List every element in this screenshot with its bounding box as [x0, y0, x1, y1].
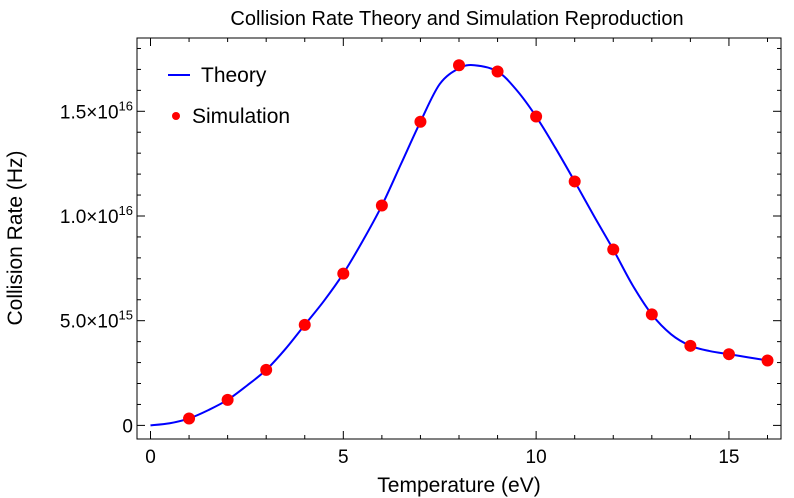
plot-frame [136, 37, 782, 440]
x-tick-label: 0 [145, 447, 156, 468]
x-tick-label: 10 [526, 447, 547, 468]
simulation-point [375, 199, 388, 212]
simulation-point [453, 59, 465, 72]
y-tick-label: 0 [122, 416, 133, 437]
simulation-point [607, 243, 620, 256]
simulation-point [260, 363, 273, 376]
y-tick-label: 1.0×1016 [60, 203, 133, 228]
x-axis-title: Temperature (eV) [377, 474, 540, 497]
simulation-point [761, 354, 774, 367]
tick-labels: 0 5 10 15 0 5.0×1015 1.0×1016 1.5×1016 [60, 98, 740, 468]
y-tick-label: 1.5×1016 [60, 98, 133, 123]
legend-simulation-swatch [172, 112, 180, 120]
legend-theory-label: Theory [201, 64, 267, 87]
y-tick-label: 5.0×1015 [60, 308, 133, 333]
simulation-point [722, 348, 735, 361]
legend: Theory Simulation [168, 64, 290, 128]
legend-simulation-label: Simulation [192, 105, 290, 128]
simulation-point [221, 393, 234, 406]
y-axis-title: Collision Rate (Hz) [4, 150, 27, 325]
simulation-point [491, 65, 504, 78]
simulation-point [298, 318, 311, 331]
simulation-point [530, 110, 543, 123]
chart-title: Collision Rate Theory and Simulation Rep… [230, 8, 683, 30]
simulation-point [684, 339, 697, 352]
axis-ticks [137, 38, 781, 439]
x-tick-label: 15 [718, 447, 739, 468]
simulation-point [337, 267, 350, 280]
simulation-point [568, 175, 581, 188]
simulation-point [645, 308, 658, 321]
simulation-point [183, 412, 196, 425]
series-layer [150, 59, 774, 427]
x-tick-label: 5 [338, 447, 349, 468]
simulation-point [414, 115, 427, 128]
